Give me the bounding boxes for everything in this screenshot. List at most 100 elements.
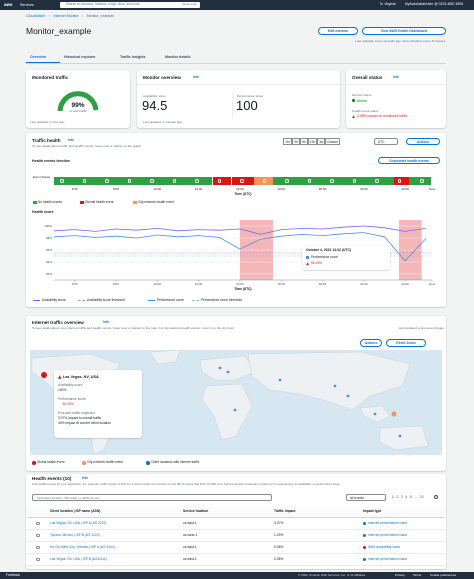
row-radio[interactable] — [36, 521, 40, 526]
footer — [0, 572, 474, 579]
page-number[interactable]: ... — [414, 494, 418, 499]
tab[interactable]: Overview — [30, 55, 46, 59]
y-tick-label: 94% — [46, 260, 52, 264]
page-number[interactable]: 2 — [396, 494, 399, 499]
client-location-marker — [398, 434, 402, 438]
timeline-tick-label: 12:00 — [194, 187, 203, 191]
breadcrumb-item[interactable]: CloudWatch — [26, 14, 46, 18]
breadcrumb-item[interactable]: Internet Monitor — [53, 14, 79, 18]
search-input[interactable]: Find client location, ISP, ASN, or AWS s… — [32, 494, 272, 501]
x-tick-label: 10:00 — [154, 282, 162, 286]
row-radio[interactable] — [36, 533, 40, 538]
table-cell[interactable]: Internet performance issue — [368, 520, 408, 525]
traffic-gauge — [57, 90, 99, 112]
event-marker — [60, 179, 64, 183]
timeline-tick-label: 22:00 — [401, 187, 409, 191]
time-range-option[interactable]: Custom — [325, 138, 340, 145]
client-location-marker — [218, 366, 222, 370]
score-line — [53, 232, 427, 262]
row-radio[interactable] — [36, 557, 40, 562]
row-radio[interactable] — [36, 545, 40, 550]
overview-actions-button[interactable]: Actions — [360, 339, 382, 347]
health-dashboard-button[interactable]: View AWS Health Dashboard — [362, 27, 446, 35]
customize-button[interactable]: Customize health events — [378, 157, 440, 164]
event-status-segment — [394, 177, 409, 185]
tooltip-value: 96.15% — [311, 261, 322, 265]
time-range-option[interactable]: 6h — [300, 138, 308, 145]
performance-value: 100 — [236, 98, 258, 113]
edit-monitor-button[interactable]: Edit monitor — [318, 27, 358, 35]
table-cell[interactable]: AWS availability issue — [368, 544, 401, 549]
client-location-link[interactable]: Las Vegas, NV, USA | ISP A (AS 2222) — [50, 520, 107, 525]
table-cell: 1.29% — [274, 532, 284, 537]
availability-value: 94.5 — [142, 98, 168, 113]
time-range-option[interactable]: 3h — [292, 138, 300, 145]
impact-icon — [363, 533, 367, 537]
info-link[interactable]: Info — [193, 75, 199, 79]
x-tick-label: 8:00 — [113, 282, 119, 286]
column-header: Impact type — [363, 509, 382, 513]
popup-availability-label: Availability score — [58, 383, 83, 387]
footer-link[interactable]: Privacy — [395, 572, 405, 577]
health-status-label: Health event status — [352, 109, 379, 113]
client-location-link[interactable]: Tijuana, Mexico | ISP B (AS 1222) — [50, 532, 100, 537]
timeline-axis-label: Time (UTC) — [234, 192, 252, 196]
time-range-option[interactable]: 12h — [308, 138, 317, 145]
timeline-tick-label: 10:00 — [153, 187, 162, 191]
card-updated: Last updated: 1 hour ago — [30, 120, 65, 124]
tab[interactable]: Monitor details — [165, 55, 191, 59]
client-location-marker — [346, 394, 350, 398]
actions-button[interactable]: Actions — [406, 138, 440, 145]
warning-icon — [352, 115, 355, 119]
search-box[interactable] — [60, 2, 200, 8]
event-marker — [105, 179, 109, 183]
global-event-marker — [41, 372, 47, 378]
city-event-marker — [391, 411, 397, 417]
event-marker — [217, 179, 221, 183]
metric-divider — [232, 93, 233, 117]
info-link[interactable]: Info — [82, 476, 88, 480]
feedback-link[interactable]: Feedback — [6, 572, 20, 577]
legend-marker — [146, 461, 150, 465]
info-link[interactable]: Info — [393, 75, 399, 79]
page-number[interactable]: 4 — [405, 494, 408, 499]
x-tick-label: 6:00 — [72, 282, 78, 286]
tab[interactable]: Historical explorer — [64, 55, 96, 59]
info-link[interactable]: Info — [103, 320, 109, 324]
region-menu[interactable]: N. Virginia — [380, 2, 396, 6]
table-cell: us-east-1 — [183, 544, 197, 549]
legend-label: No health events — [38, 199, 62, 204]
table-cell[interactable]: Internet performance issue — [368, 532, 408, 537]
y-tick-label: 96% — [46, 248, 52, 252]
legend-label: Availability score threshold — [87, 297, 125, 302]
section-title: Internet traffic overview — [32, 320, 84, 325]
table-cell[interactable]: Internet performance issue — [368, 556, 408, 561]
time-range-option[interactable]: 1hr — [283, 138, 292, 145]
timezone-select[interactable]: UTC — [374, 138, 398, 145]
time-range-option[interactable]: 1d — [317, 138, 325, 145]
legend-marker — [82, 461, 86, 465]
page-number[interactable]: 1 — [392, 494, 394, 499]
account-menu[interactable]: MyAutoAdminUser @ 0123-4567-8901 — [405, 2, 464, 6]
gauge-caption: of total traffic — [69, 109, 87, 113]
row-divider — [27, 553, 445, 554]
settings-icon[interactable] — [434, 495, 438, 499]
reset-zoom-button[interactable]: Reset Zoom — [386, 339, 426, 347]
legend-label: Client locations with internet traffic — [151, 460, 200, 464]
page-number[interactable]: 10 — [420, 494, 424, 499]
health-status: 2.08% impact on monitored traffic — [357, 114, 408, 118]
event-filter-select[interactable]: All events — [346, 494, 386, 501]
services-menu[interactable]: Services — [20, 3, 34, 7]
tab[interactable]: Traffic insights — [120, 55, 146, 59]
client-location-link[interactable]: Las Vegas, NV, USA | ISP B (AS11111) — [50, 556, 107, 561]
page-number[interactable]: 3 — [401, 494, 403, 499]
page-number[interactable]: 5 — [410, 494, 412, 499]
footer-link[interactable]: Cookie preferences — [430, 572, 457, 577]
column-header: Service location — [183, 509, 209, 513]
x-tick-label: 18:00 — [319, 282, 327, 286]
info-link[interactable]: Info — [68, 138, 74, 142]
client-location-link[interactable]: Ho Chi Minh City, Vietnam | ISP A (AS 44… — [50, 544, 115, 549]
footer-link[interactable]: Terms — [413, 572, 422, 577]
popup-performance: 60.00% — [62, 402, 74, 406]
event-marker — [330, 179, 334, 183]
